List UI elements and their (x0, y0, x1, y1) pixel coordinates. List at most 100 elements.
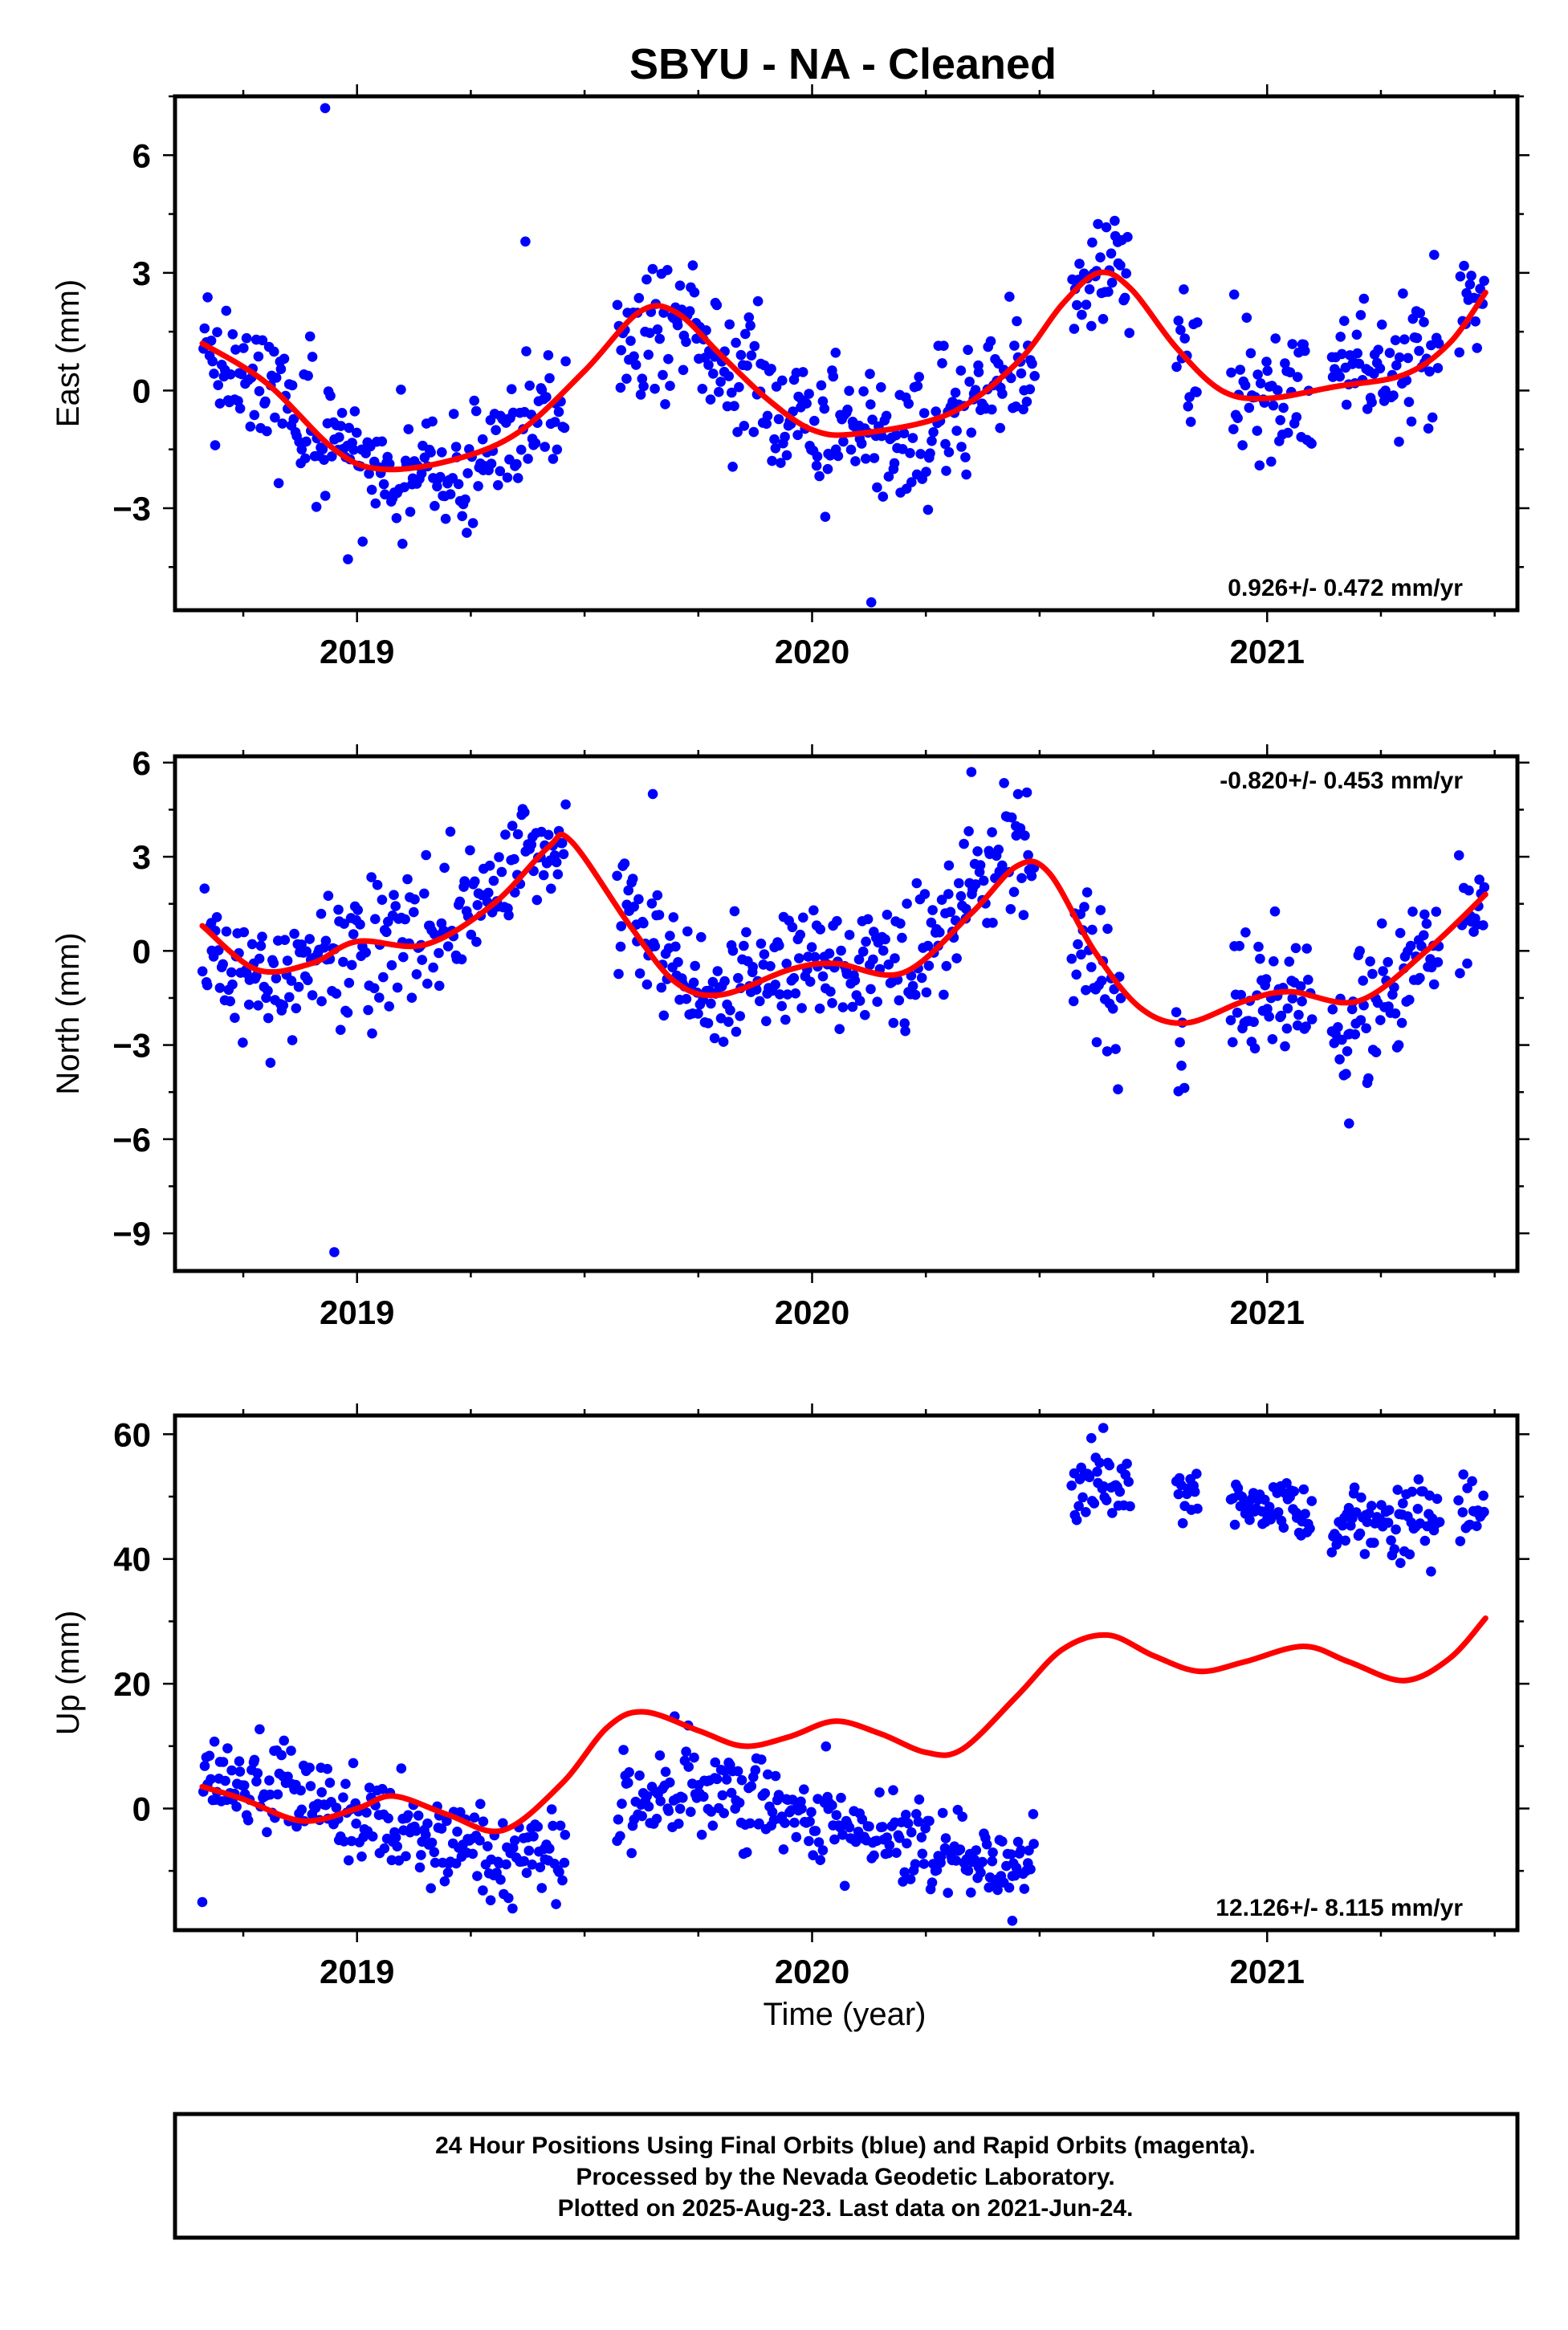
up-point (1019, 1884, 1030, 1894)
east-point (301, 436, 312, 447)
east-point (209, 369, 219, 379)
up-point (1412, 1504, 1423, 1514)
north-point (780, 1014, 791, 1025)
north-point (293, 981, 304, 992)
up-point (1391, 1524, 1401, 1535)
plots-group: 2019 2020 2021 −3 0 3 6 East (mm) 0.926+/- 0.472… (51, 84, 1529, 1990)
up-point (296, 1804, 307, 1815)
east-point (1016, 368, 1027, 379)
east-point (869, 453, 880, 463)
north-point (656, 982, 667, 993)
north-point (1102, 1046, 1113, 1057)
panel-east: 2019 2020 2021 −3 0 3 6 East (mm) 0.926+/- 0.472… (51, 84, 1529, 670)
up-point (532, 1821, 544, 1832)
north-point (999, 778, 1009, 788)
east-point (467, 518, 479, 528)
north-point (1363, 1073, 1374, 1084)
north-point (316, 996, 327, 1007)
east-point (922, 504, 934, 515)
north-point (1249, 1043, 1261, 1054)
up-point (767, 1807, 778, 1818)
east-point (985, 336, 996, 347)
east-point (430, 500, 440, 511)
east-point (271, 373, 282, 383)
up-point (924, 1815, 935, 1827)
east-point (530, 438, 541, 449)
east-point (1414, 345, 1424, 356)
east-point (1095, 252, 1106, 263)
north-point (370, 914, 381, 924)
east-x-tick-label: 2019 (320, 633, 394, 670)
up-point (383, 1813, 393, 1823)
east-point (735, 349, 747, 360)
east-point (881, 410, 892, 422)
east-point (1072, 299, 1082, 311)
up-point (726, 1787, 737, 1798)
north-point (770, 980, 780, 990)
up-point (689, 1752, 699, 1763)
east-point (495, 466, 506, 477)
north-point (1453, 850, 1464, 861)
north-point (900, 1025, 910, 1037)
north-point (1361, 1023, 1371, 1033)
east-point (955, 365, 967, 376)
north-point (1066, 953, 1077, 964)
up-point (206, 1774, 216, 1785)
east-point (1226, 367, 1236, 378)
east-point (987, 404, 997, 415)
north-point (472, 900, 483, 910)
footer-line-1: 24 Hour Positions Using Final Orbits (bl… (435, 2132, 1256, 2159)
north-point (739, 940, 749, 951)
east-point (1110, 215, 1120, 226)
north-point (1375, 1015, 1386, 1025)
up-point (503, 1892, 514, 1904)
north-point (815, 924, 825, 935)
north-point (265, 1057, 276, 1068)
east-point (357, 536, 369, 547)
east-point (1179, 333, 1190, 344)
north-point (715, 1013, 727, 1024)
east-point (830, 348, 841, 358)
east-y-tick-label: 0 (132, 372, 151, 409)
east-point (1119, 292, 1130, 303)
east-y-tick-label: −3 (112, 490, 151, 528)
north-point (1020, 830, 1030, 841)
up-point (857, 1814, 868, 1825)
north-plot-area (175, 756, 1517, 1271)
east-point (550, 417, 560, 427)
east-point (470, 405, 482, 417)
east-point (540, 442, 550, 452)
up-point (1107, 1508, 1118, 1518)
east-point (792, 430, 803, 441)
up-point (905, 1874, 916, 1884)
east-point (1415, 308, 1425, 319)
up-point (1340, 1535, 1350, 1546)
up-point (618, 1745, 629, 1755)
north-point (392, 982, 403, 993)
east-outlier-point (520, 236, 531, 247)
east-point (440, 513, 451, 524)
up-point (651, 1814, 662, 1824)
up-point (346, 1835, 357, 1847)
up-point (452, 1827, 462, 1837)
up-point (913, 1816, 924, 1827)
east-point (207, 356, 218, 367)
up-point (364, 1782, 375, 1793)
up-point (799, 1784, 809, 1794)
north-point (1018, 910, 1029, 920)
east-point (1228, 424, 1239, 434)
north-point (987, 827, 997, 837)
north-point (774, 940, 784, 951)
east-point (213, 380, 224, 391)
east-point (1241, 312, 1252, 324)
up-point (717, 1790, 728, 1801)
up-point (304, 1762, 315, 1773)
up-point (390, 1832, 401, 1843)
north-point (795, 929, 805, 940)
east-point (380, 489, 390, 500)
east-point (658, 369, 668, 381)
up-point (815, 1855, 825, 1865)
up-y-tick-label: 60 (113, 1416, 151, 1453)
east-point (253, 351, 264, 362)
east-point (801, 398, 812, 409)
